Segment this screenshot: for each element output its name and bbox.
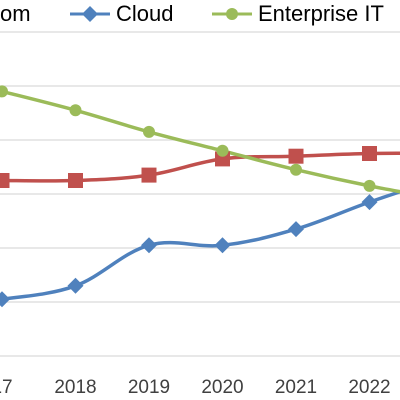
series-lines [1, 89, 400, 302]
legend-marker-enterprise-it [226, 8, 238, 20]
series-line-cloud [1, 189, 400, 302]
x-tick-label: 17 [0, 377, 13, 398]
data-point-telecom [362, 146, 377, 161]
data-point-cloud [361, 194, 378, 211]
legend-marker-cloud [82, 6, 98, 22]
data-point-enterprise-it [363, 179, 376, 192]
x-tick-label: 2020 [201, 377, 243, 398]
data-point-enterprise-it [290, 163, 302, 176]
data-point-cloud [141, 237, 157, 254]
x-tick-label: 2018 [54, 377, 96, 398]
gridlines [0, 31, 400, 357]
x-tick-label: 2019 [128, 377, 170, 398]
data-point-enterprise-it [143, 125, 155, 138]
series-line-enterprise-it [1, 89, 400, 194]
data-point-enterprise-it [0, 85, 8, 98]
data-point-cloud [214, 237, 231, 254]
legend-label-enterprise-it: Enterprise IT [258, 1, 384, 26]
data-point-telecom [141, 167, 157, 183]
data-point-telecom [68, 173, 83, 188]
data-point-telecom [288, 148, 304, 164]
data-point-cloud [67, 277, 84, 294]
x-tick-label: 2022 [348, 377, 390, 398]
data-point-cloud [288, 221, 304, 238]
data-point-cloud [0, 291, 10, 308]
legend-label-cloud: Cloud [116, 1, 173, 26]
series-markers [0, 85, 378, 308]
data-point-telecom [0, 173, 10, 188]
series-line-telecom [1, 151, 400, 183]
legend-label-telecom: om [0, 1, 31, 26]
data-point-enterprise-it [69, 104, 82, 117]
x-tick-label: 2021 [275, 377, 317, 398]
data-point-enterprise-it [216, 144, 229, 157]
legend: om Cloud Enterprise IT [0, 1, 384, 26]
x-axis-tick-labels: 172018201920202021202220 [0, 377, 391, 398]
